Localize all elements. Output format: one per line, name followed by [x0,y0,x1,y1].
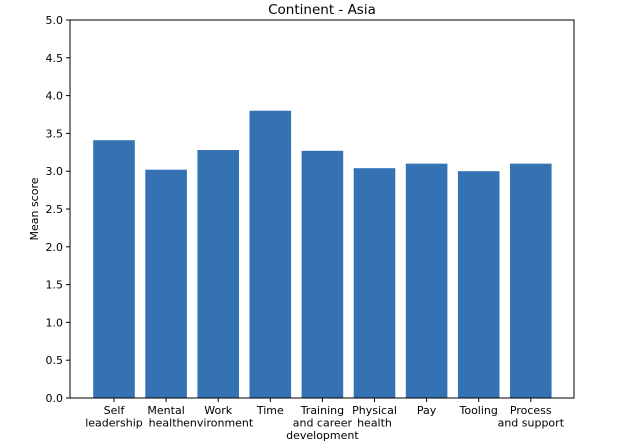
x-tick-label: Mental health [147,404,184,430]
bar [249,110,292,398]
x-tick-label-line: Pay [417,404,437,417]
x-tick-label-line: Process [510,404,552,417]
x-tick-label: Process and support [498,404,565,430]
x-tick-label-line: health [149,417,184,430]
y-axis-label: Mean score [28,177,41,240]
x-tick-label: Tooling [459,404,498,417]
chart-title: Continent - Asia [268,2,376,18]
y-tick-label: 4.5 [46,52,64,65]
bar [457,171,500,398]
x-tick-label-line: health [357,417,392,430]
y-tick-label: 2.5 [46,203,64,216]
y-tick-label: 3.5 [46,127,64,140]
bar [510,163,552,398]
x-tick-label-line: Physical [352,404,397,417]
bar [145,169,187,398]
plot-frame [69,19,575,399]
y-tick-label: 1.0 [46,316,64,329]
y-tick-label: 2.0 [46,241,64,254]
x-tick-label: Self leadership [85,404,143,430]
bar [301,150,344,398]
x-tick-label-line: Training [300,404,344,417]
x-tick-label-line: environment [183,417,254,430]
x-tick-label-line: and career [293,417,353,430]
y-tick-label: 1.5 [46,279,64,292]
bar [405,163,448,398]
x-tick-label-line: leadership [85,417,143,430]
y-tick-label: 4.0 [46,90,64,103]
bars-group [93,110,552,399]
x-tick-label-line: Tooling [459,404,498,417]
x-tick-label-line: Self [104,404,126,417]
x-tick-label: Time [256,404,284,417]
y-tick-label: 5.0 [46,14,64,27]
bar [93,140,135,399]
y-tick-label: 3.0 [46,165,64,178]
bar [197,150,239,398]
y-axis-ticks: 0.0 0.5 1.0 1.5 2.0 2.5 3.0 3.5 4.0 4.5 5.0 [46,14,70,405]
x-tick-label-line: and support [498,417,565,430]
bar [353,168,396,398]
x-tick-label: Work environment [183,404,254,430]
x-tick-label-line: Time [256,404,284,417]
x-tick-label: Training and career development [286,404,359,442]
x-tick-label: Physical health [352,404,397,430]
x-tick-label: Pay [417,404,437,417]
x-tick-label-line: Mental [147,404,184,417]
x-tick-label-line: Work [204,404,232,417]
y-tick-label: 0.0 [46,392,64,405]
x-tick-label-line: development [286,429,359,442]
y-tick-label: 0.5 [46,354,64,367]
